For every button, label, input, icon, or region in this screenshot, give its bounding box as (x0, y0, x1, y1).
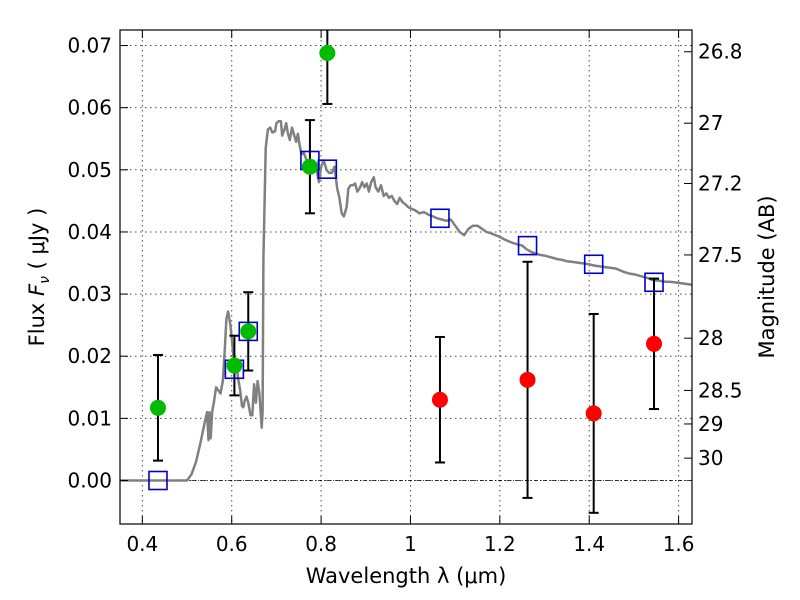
y-tick-label: 0.00 (67, 469, 112, 493)
y2-tick-label: 28 (698, 326, 723, 350)
green-point (301, 158, 318, 175)
x-tick-label: 1.6 (663, 532, 695, 556)
grid-lines (120, 30, 692, 524)
red-point (431, 391, 448, 408)
red-point (519, 371, 536, 388)
plot-frame (119, 29, 693, 525)
plot-area (120, 30, 692, 514)
y-tick-label: 0.07 (67, 34, 112, 58)
y2-tick-label: 28.5 (698, 378, 743, 402)
model-photometry-square (644, 272, 664, 293)
y-axis-title-pre: Flux (25, 296, 49, 346)
green-point (240, 323, 257, 340)
y-tick-label: 0.01 (67, 406, 112, 430)
green-point (149, 399, 166, 416)
red-point (585, 405, 602, 422)
y-axis-title-post: ( μJy ) (25, 208, 49, 276)
y2-tick-label: 29 (698, 412, 723, 436)
model-photometry-square (148, 470, 168, 491)
y-tick-label: 0.02 (67, 344, 112, 368)
axes: 0.4 0.6 0.8 1 1.2 1.4 1.6 0.00 0.01 0.02 0.03 0.04 0… (67, 30, 743, 556)
y-tick-label: 0.06 (67, 96, 112, 120)
y-tick-label: 0.03 (67, 282, 112, 306)
model-photometry-square (317, 159, 338, 179)
y-axis-title-var: F (25, 283, 49, 296)
model-spectrum-line (120, 120, 692, 482)
y-tick-label: 0.04 (67, 220, 112, 244)
y2-tick-label: 27.2 (698, 171, 743, 195)
y-tick-label: 0.05 (67, 158, 112, 182)
model-photometry-square (517, 235, 538, 256)
plot-clip-group (120, 30, 692, 514)
x-tick-label: 0.4 (126, 532, 158, 556)
model-photometry-square (238, 321, 259, 342)
x-tick-label: 1.4 (573, 532, 605, 556)
model-photometry-square (430, 208, 450, 229)
y2-tick-label: 27.5 (698, 243, 743, 267)
x-tick-label: 0.6 (216, 532, 248, 556)
x-tick-label: 1 (404, 532, 417, 556)
red-point (646, 335, 663, 352)
x-tick-label: 0.8 (305, 532, 337, 556)
y2-tick-label: 30 (698, 446, 723, 470)
y2-tick-label: 27 (698, 111, 723, 135)
green-point (226, 357, 243, 374)
y2-axis-title: Magnitude (AB) (755, 195, 779, 358)
y-axis-title-sub: ν (37, 276, 53, 284)
green-point (319, 44, 336, 61)
x-axis-title: Wavelength λ (μm) (306, 564, 507, 588)
y2-tick-label: 26.8 (698, 40, 743, 64)
model-photometry-square (583, 254, 604, 275)
y-axis-title: Flux Fν ( μJy ) (25, 208, 53, 347)
x-tick-label: 1.2 (484, 532, 516, 556)
